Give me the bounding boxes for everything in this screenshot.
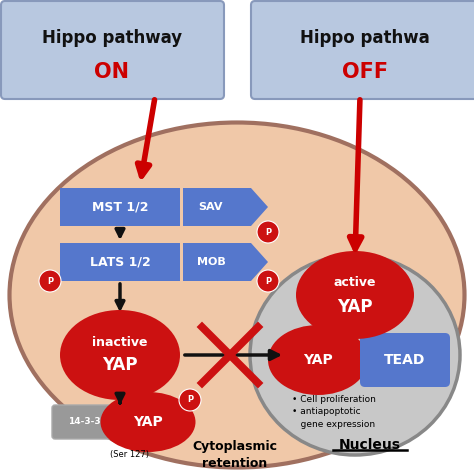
- Polygon shape: [251, 243, 268, 281]
- FancyBboxPatch shape: [52, 405, 116, 439]
- Text: Hippo pathwa: Hippo pathwa: [300, 29, 430, 47]
- Ellipse shape: [268, 325, 368, 395]
- Text: inactive: inactive: [92, 337, 148, 349]
- Text: YAP: YAP: [303, 353, 333, 367]
- Text: active: active: [334, 276, 376, 290]
- Circle shape: [257, 221, 279, 243]
- Text: ON: ON: [94, 62, 129, 82]
- Text: P: P: [265, 276, 271, 285]
- Text: SAV: SAV: [199, 202, 223, 212]
- Ellipse shape: [250, 255, 460, 455]
- Text: LATS 1/2: LATS 1/2: [90, 255, 150, 268]
- Text: Hippo pathway: Hippo pathway: [42, 29, 182, 47]
- Ellipse shape: [60, 310, 180, 400]
- Circle shape: [257, 270, 279, 292]
- FancyBboxPatch shape: [183, 188, 251, 226]
- Text: YAP: YAP: [133, 415, 163, 429]
- FancyBboxPatch shape: [1, 1, 224, 99]
- Text: MST 1/2: MST 1/2: [92, 201, 148, 213]
- Text: • Cell proliferation
• antiapoptotic
   gene expression: • Cell proliferation • antiapoptotic gen…: [292, 395, 376, 429]
- FancyBboxPatch shape: [60, 243, 180, 281]
- Text: OFF: OFF: [342, 62, 388, 82]
- Circle shape: [39, 270, 61, 292]
- Text: P: P: [47, 276, 53, 285]
- Text: TEAD: TEAD: [384, 353, 426, 367]
- Ellipse shape: [100, 392, 195, 452]
- Text: YAP: YAP: [102, 356, 138, 374]
- FancyBboxPatch shape: [360, 333, 450, 387]
- Ellipse shape: [9, 122, 465, 467]
- Polygon shape: [251, 188, 268, 226]
- Text: YAP: YAP: [337, 298, 373, 316]
- FancyBboxPatch shape: [251, 1, 474, 99]
- Text: 14-3-3: 14-3-3: [68, 418, 100, 427]
- Text: MOB: MOB: [197, 257, 225, 267]
- Circle shape: [179, 389, 201, 411]
- FancyBboxPatch shape: [183, 243, 251, 281]
- Text: Cytoplasmic
retention: Cytoplasmic retention: [192, 440, 277, 470]
- Ellipse shape: [296, 251, 414, 339]
- Text: P: P: [187, 395, 193, 404]
- FancyBboxPatch shape: [60, 188, 180, 226]
- Text: P: P: [265, 228, 271, 237]
- Text: Nucleus: Nucleus: [339, 438, 401, 452]
- Text: (Ser 127): (Ser 127): [110, 450, 149, 459]
